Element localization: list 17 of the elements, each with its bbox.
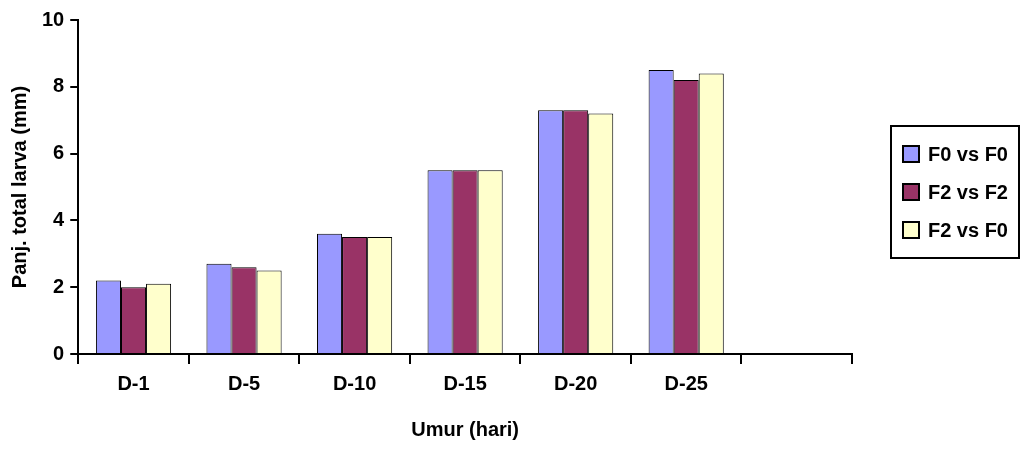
x-tick-label: D-15 [443, 371, 487, 394]
y-axis-title: Panj. total larva (mm) [7, 85, 30, 289]
y-tick-label: 4 [53, 207, 66, 230]
x-tick-label: D-20 [553, 371, 598, 394]
legend-label: F2 vs F0 [927, 218, 1008, 242]
y-tick-label: 0 [53, 341, 65, 364]
x-tick-label: D-10 [332, 371, 377, 394]
y-tick-label: 8 [53, 74, 65, 97]
y-tick-label: 6 [53, 141, 65, 164]
legend-label: F2 vs F2 [927, 180, 1008, 204]
legend-label: F0 vs F0 [927, 142, 1008, 166]
x-tick-label: D-25 [664, 371, 708, 394]
x-tick-label: D-5 [227, 371, 261, 394]
x-tick-label: D-1 [117, 371, 150, 394]
y-tick-label: 2 [53, 274, 65, 297]
y-tick-label: 10 [42, 7, 65, 30]
x-axis-title: Umur (hari) [411, 417, 520, 440]
